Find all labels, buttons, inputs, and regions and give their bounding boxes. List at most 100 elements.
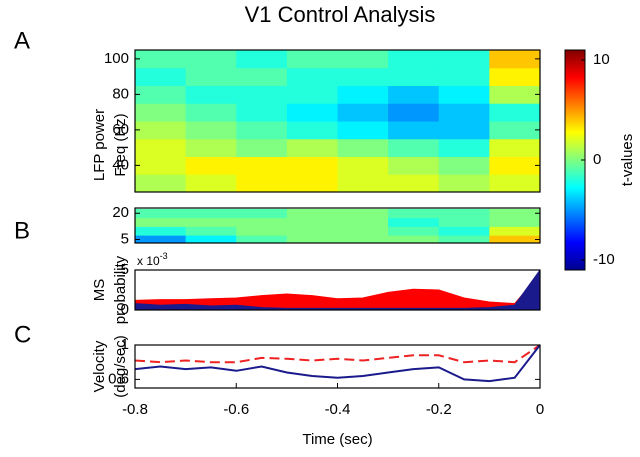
axes-frame — [134, 269, 541, 311]
colorbar-label: t-values — [619, 134, 636, 187]
heat-cell — [236, 85, 288, 104]
heat-cell — [236, 138, 288, 157]
heat-cell — [286, 50, 338, 69]
area — [135, 273, 540, 310]
heat-cell — [185, 235, 237, 243]
y-tick-label: 100 — [104, 50, 129, 67]
panel-label: A — [14, 27, 30, 54]
heat-cell — [388, 50, 440, 69]
heat-cell — [438, 50, 490, 69]
heat-cell — [135, 138, 187, 157]
y-axis-label: Freq (Hz) — [112, 113, 129, 176]
heat-cell — [135, 174, 187, 192]
line — [135, 345, 540, 364]
heat-cell — [337, 121, 389, 140]
heat-cell — [135, 156, 187, 175]
y-axis-label: (deg/sec) — [112, 335, 129, 398]
heat-cell — [438, 235, 490, 243]
plot — [135, 208, 540, 243]
heat-cell — [286, 235, 338, 243]
y-axis-label: probability — [112, 255, 129, 324]
heat-cell — [185, 50, 237, 69]
heat-cell — [438, 67, 490, 86]
heat-cell — [135, 235, 187, 243]
heat-cell — [337, 50, 389, 69]
heat-cell — [388, 226, 440, 236]
heat-cell — [135, 67, 187, 86]
heat-cell — [388, 235, 440, 243]
annotation: x 10-3 — [137, 251, 168, 268]
y-tick-label: 20 — [112, 204, 129, 221]
heat-cell — [438, 103, 490, 122]
plot — [135, 270, 540, 310]
heat-cell — [489, 121, 540, 140]
heat-cell — [337, 103, 389, 122]
heat-cell — [286, 85, 338, 104]
heat-cell — [185, 85, 237, 104]
heat-cell — [337, 156, 389, 175]
heat-cell — [286, 226, 338, 236]
plot — [135, 345, 540, 383]
heat-cell — [337, 226, 389, 236]
heat-cell — [489, 156, 540, 175]
heat-cell — [337, 174, 389, 192]
heat-cell — [337, 85, 389, 104]
x-axis-label: Time (sec) — [302, 431, 372, 448]
heat-cell — [185, 226, 237, 236]
heat-cell — [286, 138, 338, 157]
annotation-exp: -3 — [160, 251, 168, 261]
heat-cell — [185, 217, 237, 227]
heat-cell — [388, 121, 440, 140]
heat-cell — [236, 50, 288, 69]
heat-cell — [388, 208, 440, 219]
heat-cell — [135, 85, 187, 104]
heat-cell — [438, 85, 490, 104]
colorbar-tick-label: 10 — [593, 51, 610, 68]
heat-cell — [337, 67, 389, 86]
heat-cell — [489, 103, 540, 122]
axes-frame — [134, 344, 541, 389]
heat-cell — [185, 208, 237, 219]
heat-cell — [185, 121, 237, 140]
heat-cell — [236, 226, 288, 236]
y-tick-label: 40 — [112, 156, 129, 173]
line — [135, 345, 540, 383]
heat-cell — [438, 217, 490, 227]
heat-cell — [388, 85, 440, 104]
y-axis-label: MS — [91, 279, 108, 302]
heat-cell — [185, 103, 237, 122]
heat-cell — [286, 217, 338, 227]
heat-cell — [489, 235, 540, 243]
figure-title: V1 Control Analysis — [245, 2, 436, 27]
heat-cell — [489, 85, 540, 104]
heat-cell — [388, 103, 440, 122]
annotation-base: x 10 — [137, 254, 160, 268]
heat-cell — [236, 103, 288, 122]
heat-cell — [185, 174, 237, 192]
axes-frame — [134, 49, 541, 193]
heat-cell — [388, 217, 440, 227]
heat-cell — [236, 217, 288, 227]
heat-cell — [185, 138, 237, 157]
heat-cell — [337, 138, 389, 157]
heat-cell — [286, 174, 338, 192]
y-tick-label: 5 — [121, 230, 129, 247]
heat-cell — [185, 67, 237, 86]
heat-cell — [135, 226, 187, 236]
panel-label: C — [14, 321, 31, 348]
heat-cell — [236, 208, 288, 219]
y-tick-label: 0.6 — [108, 370, 129, 387]
colorbar-tick-label: 0 — [593, 151, 601, 168]
y-tick-label: 1 — [121, 336, 129, 353]
plot — [135, 50, 540, 192]
heat-cell — [438, 138, 490, 157]
x-tick-label: -0.6 — [223, 401, 249, 418]
heat-cell — [286, 156, 338, 175]
heat-cell — [286, 67, 338, 86]
heat-cell — [135, 50, 187, 69]
heat-cell — [236, 121, 288, 140]
heat-cell — [438, 156, 490, 175]
heat-cell — [135, 208, 187, 219]
axes-frame — [134, 207, 541, 244]
y-tick-label: 5 — [121, 261, 129, 278]
